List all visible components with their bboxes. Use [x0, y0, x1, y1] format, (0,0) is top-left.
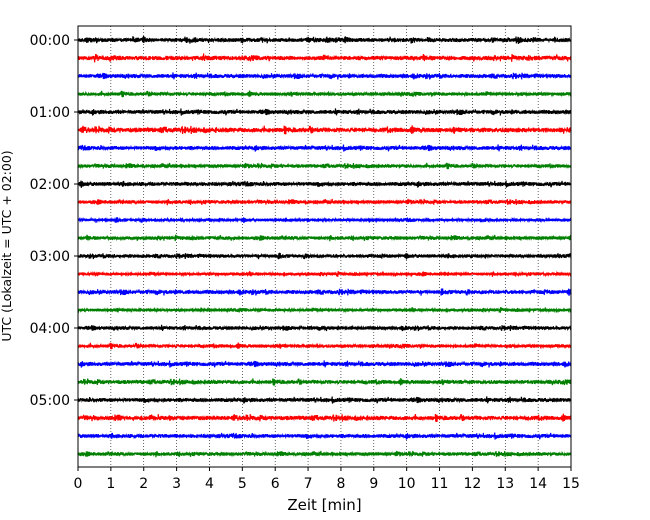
plot-frame — [77, 25, 572, 468]
y-tick-label: 01:00 — [30, 105, 70, 121]
trace-0315 — [77, 270, 572, 278]
x-tick-label: 5 — [238, 476, 247, 492]
y-tick-label: 03:00 — [30, 249, 70, 265]
trace-0545 — [77, 450, 572, 458]
trace-0015 — [77, 53, 572, 63]
x-tick-label: 0 — [74, 476, 83, 492]
x-tick-label: 6 — [271, 476, 280, 492]
trace-0245 — [77, 234, 572, 242]
seismic-traces — [77, 36, 572, 458]
trace-0230 — [77, 216, 572, 224]
trace-0445 — [77, 378, 572, 386]
trace-0400 — [77, 324, 572, 332]
trace-0130 — [77, 144, 572, 152]
x-tick-label: 2 — [139, 476, 148, 492]
trace-0045 — [77, 90, 572, 98]
trace-0345 — [77, 306, 572, 314]
x-tick-label: 15 — [562, 476, 580, 492]
y-tick-label: 02:00 — [30, 177, 70, 193]
trace-0430 — [77, 360, 572, 368]
x-tick-label: 10 — [398, 476, 416, 492]
x-tick-label: 9 — [369, 476, 378, 492]
x-tick-label: 4 — [205, 476, 214, 492]
y-tick-label: 00:00 — [30, 33, 70, 49]
x-tick-label: 3 — [172, 476, 181, 492]
y-tick-label: 04:00 — [30, 321, 70, 337]
x-tick-label: 11 — [431, 476, 449, 492]
y-axis-ticks: 00:00 01:00 02:00 03:00 04:00 05:00 — [30, 33, 78, 409]
x-tick-label: 12 — [463, 476, 481, 492]
trace-0115 — [77, 125, 572, 135]
x-tick-label: 7 — [304, 476, 313, 492]
x-axis-ticks: 0 1 2 3 4 5 6 7 8 9 10 11 12 13 14 15 — [74, 467, 580, 492]
trace-0215 — [77, 198, 572, 206]
x-tick-label: 13 — [496, 476, 514, 492]
trace-0530 — [77, 432, 572, 440]
trace-0200 — [77, 180, 572, 188]
x-tick-label: 8 — [336, 476, 345, 492]
trace-0330 — [77, 288, 572, 296]
trace-0415 — [77, 342, 572, 350]
x-tick-label: 14 — [529, 476, 547, 492]
trace-0100 — [77, 108, 572, 116]
trace-0300 — [77, 252, 572, 260]
x-axis-label: Zeit [min] — [287, 496, 361, 514]
trace-0515 — [77, 413, 572, 423]
y-axis-label: UTC (Lokalzeit = UTC + 02:00) — [0, 150, 14, 341]
y-tick-label: 05:00 — [30, 393, 70, 409]
x-tick-label: 1 — [106, 476, 115, 492]
trace-0000 — [77, 36, 572, 44]
trace-0500 — [77, 396, 572, 404]
trace-0030 — [77, 72, 572, 80]
trace-0145 — [77, 162, 572, 170]
